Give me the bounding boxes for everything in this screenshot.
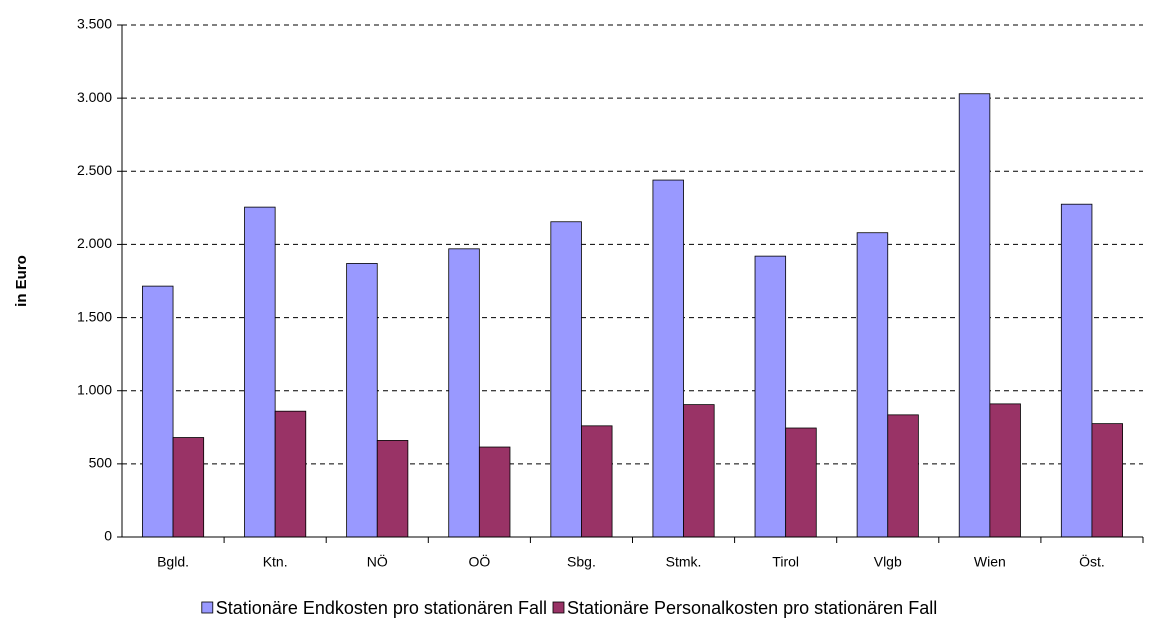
bar [683, 404, 715, 538]
bar [172, 437, 205, 538]
bar [448, 248, 480, 538]
bar [376, 440, 409, 538]
bar [550, 221, 582, 538]
legend-label: Stationäre Endkosten pro stationären Fal… [216, 598, 547, 618]
y-tick-label: 500 [89, 455, 113, 471]
bar [142, 285, 174, 538]
x-tick-label: Ktn. [263, 554, 288, 570]
y-tick-label: 2.000 [77, 235, 112, 251]
bar [1060, 203, 1093, 538]
legend-swatch [201, 601, 214, 614]
x-tick-label: Wien [974, 554, 1006, 570]
bar [652, 179, 684, 538]
x-tick-label: Stmk. [666, 554, 702, 570]
bar [887, 414, 919, 538]
bar [785, 427, 817, 538]
y-tick-label: 2.500 [77, 162, 112, 178]
bar [754, 255, 787, 538]
bar [478, 446, 511, 538]
bar [581, 425, 613, 538]
x-tick-label: OÖ [468, 553, 490, 570]
y-tick-label: 1.500 [77, 308, 112, 324]
x-tick-label: Bgld. [157, 554, 189, 570]
legend-label: Stationäre Personalkosten pro stationäre… [567, 598, 937, 618]
y-axis-label: in Euro [13, 255, 30, 307]
x-tick-label: Öst. [1079, 553, 1105, 570]
y-tick-label: 3.000 [77, 89, 112, 105]
bar [346, 263, 378, 538]
bar [958, 93, 991, 538]
y-tick-label: 3.500 [77, 16, 112, 32]
bar [1091, 423, 1123, 538]
bar [989, 403, 1021, 538]
bar [856, 232, 889, 538]
x-tick-label: Vlgb [874, 554, 902, 570]
bar [274, 410, 307, 538]
legend-swatch [552, 601, 565, 614]
bar [244, 206, 276, 538]
y-tick-label: 1.000 [77, 381, 112, 397]
x-tick-label: Tirol [772, 554, 799, 570]
y-tick-label: 0 [104, 528, 112, 544]
x-tick-label: Sbg. [567, 554, 596, 570]
x-tick-label: NÖ [367, 553, 388, 570]
